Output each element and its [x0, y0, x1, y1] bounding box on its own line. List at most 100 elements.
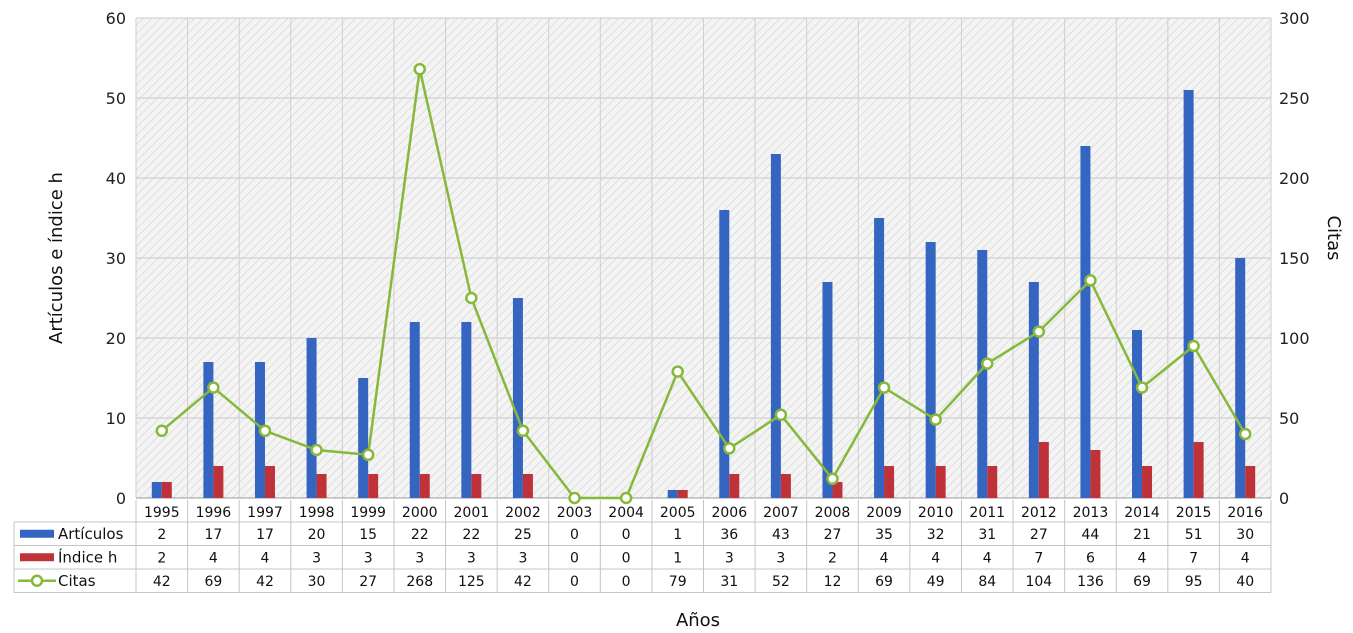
line-series — [155, 62, 1252, 505]
table-cell: 4 — [1241, 550, 1250, 566]
bar-Índice h — [935, 466, 946, 498]
bar-Índice h — [729, 474, 740, 498]
table-cell: 31 — [720, 574, 738, 590]
x-tick-label: 2007 — [763, 505, 799, 521]
table-cell: 12 — [824, 574, 842, 590]
bar-Artículos — [203, 362, 214, 498]
legend-swatch-Citas — [30, 574, 44, 587]
citas-point — [413, 62, 426, 76]
table-cell: 42 — [256, 574, 274, 590]
right-axis: 0 50 100 150 200 250 300 — [1279, 9, 1310, 508]
x-tick-label: 2014 — [1124, 505, 1160, 521]
legend-swatch-Índice h — [20, 553, 54, 562]
table-cell: 125 — [458, 574, 485, 590]
table-cell: 69 — [204, 574, 222, 590]
table-cell: 2 — [157, 550, 166, 566]
table-cell: 3 — [467, 550, 476, 566]
y-tick-label: 50 — [106, 89, 126, 108]
y-tick-label: 20 — [106, 329, 126, 348]
y2-tick-label: 150 — [1279, 249, 1310, 268]
table-cell: 136 — [1077, 574, 1104, 590]
table-cell: 36 — [720, 527, 738, 543]
table-cell: 3 — [776, 550, 785, 566]
y-tick-label: 40 — [106, 169, 126, 188]
bar-Artículos — [874, 218, 885, 498]
table-cell: 32 — [927, 527, 945, 543]
bar-Índice h — [987, 466, 998, 498]
legend-label: Citas — [58, 572, 96, 590]
data-table: 1995 1996 1997 1998 1999 2000 2001 2002 2003 2004… — [13, 500, 1272, 593]
table-cell: 35 — [875, 527, 893, 543]
citas-point — [310, 443, 323, 457]
x-tick-label: 2012 — [1021, 505, 1057, 521]
bar-Índice h — [884, 466, 895, 498]
citas-point — [361, 448, 375, 462]
x-tick-label: 2006 — [711, 505, 747, 521]
table-cell: 3 — [725, 550, 734, 566]
table-cell: 40 — [1236, 574, 1254, 590]
table-cell: 30 — [308, 574, 326, 590]
x-tick-label: 2015 — [1176, 505, 1212, 521]
table-cell: 1 — [673, 550, 682, 566]
table-cell: 6 — [1086, 550, 1095, 566]
table-cell: 0 — [570, 574, 579, 590]
y2-tick-label: 250 — [1279, 89, 1310, 108]
legend-swatch-Artículos — [20, 529, 54, 538]
bar-Artículos — [977, 250, 988, 498]
table-cell: 51 — [1185, 527, 1203, 543]
citas-point — [155, 424, 169, 438]
citas-point — [207, 381, 220, 394]
bar-Índice h — [832, 482, 843, 498]
table-cell: 25 — [514, 527, 532, 543]
y-tick-label: 30 — [106, 249, 126, 268]
bar-Artículos — [719, 210, 730, 498]
table-cell: 69 — [1133, 574, 1151, 590]
bar-Índice h — [264, 466, 275, 498]
table-cell: 17 — [204, 527, 222, 543]
table-cell: 7 — [1034, 550, 1043, 566]
table-cell: 95 — [1185, 574, 1203, 590]
citas-point — [1187, 339, 1200, 353]
table-cell: 3 — [415, 550, 424, 566]
y2-tick-label: 0 — [1279, 489, 1289, 508]
bar-Índice h — [1193, 442, 1204, 498]
table-cell: 15 — [359, 527, 377, 543]
y2-tick-label: 300 — [1279, 9, 1310, 28]
left-axis: 0 10 20 30 40 50 60 — [106, 9, 126, 508]
citas-point — [929, 413, 942, 426]
x-tick-label: 2003 — [557, 505, 593, 521]
citas-point — [258, 424, 272, 438]
citas-line — [160, 67, 1247, 500]
bar-Artículos — [822, 282, 833, 498]
citas-point — [1032, 325, 1046, 338]
citas-point — [1135, 381, 1149, 394]
x-tick-label: 2013 — [1073, 505, 1109, 521]
citas-point — [465, 291, 478, 305]
citas-point — [826, 472, 839, 486]
legend-label: Índice h — [58, 547, 117, 566]
citas-point — [619, 491, 633, 505]
bar-Índice h — [677, 490, 688, 498]
table-cell: 84 — [978, 574, 996, 590]
bar-Artículos — [461, 322, 472, 498]
table-cell: 79 — [669, 574, 687, 590]
table-cell: 4 — [1138, 550, 1147, 566]
bar-Índice h — [213, 466, 224, 498]
citas-point — [774, 408, 788, 422]
bar-Índice h — [161, 482, 172, 498]
table-cell: 43 — [772, 527, 790, 543]
y2-axis-title: Citas — [1323, 215, 1344, 260]
x-tick-label: 2002 — [505, 505, 541, 521]
x-tick-label: 1999 — [350, 505, 386, 521]
legend-label: Artículos — [58, 525, 124, 543]
x-tick-label: 2000 — [402, 505, 438, 521]
table-cell: 3 — [364, 550, 373, 566]
y-tick-label: 60 — [106, 9, 126, 28]
citas-point — [981, 357, 994, 370]
table-cell: 104 — [1025, 574, 1052, 590]
bar-Índice h — [316, 474, 327, 498]
x-tick-label: 2005 — [660, 505, 696, 521]
table-cell: 30 — [1236, 527, 1254, 543]
bar-Artículos — [151, 482, 162, 498]
bar-Artículos — [1132, 330, 1143, 498]
